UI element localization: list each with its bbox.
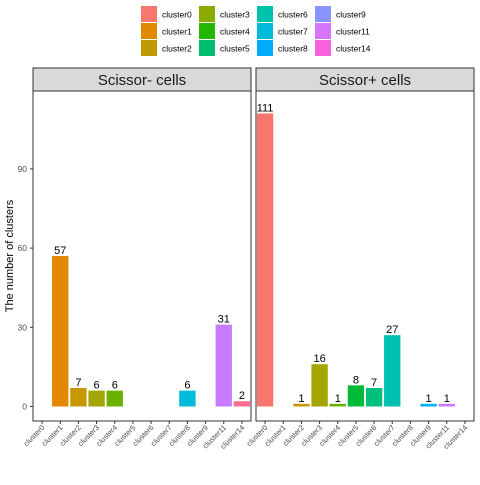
data-label-cluster14: 2	[239, 390, 245, 402]
panel-title-2: Scissor+ cells	[319, 72, 411, 89]
panel-border-1	[32, 90, 252, 422]
data-label-cluster7: 27	[386, 324, 398, 336]
legend-label-cluster3: cluster3	[220, 10, 250, 20]
data-label-cluster8: 6	[184, 380, 190, 392]
data-label-cluster3: 16	[313, 353, 325, 365]
legend-key-cluster5	[199, 40, 215, 56]
legend-label-cluster14: cluster14	[336, 44, 371, 54]
legend-key-cluster6	[257, 6, 273, 22]
y-tick-label: 0	[22, 401, 27, 411]
legend-key-cluster1	[141, 23, 157, 39]
legend-label-cluster0: cluster0	[162, 10, 192, 20]
y-tick-label: 90	[18, 164, 28, 174]
legend-label-cluster8: cluster8	[278, 44, 308, 54]
bar-cluster3	[311, 364, 328, 407]
bar-cluster1	[52, 256, 69, 407]
legend-label-cluster2: cluster2	[162, 44, 192, 54]
y-tick-label: 60	[18, 243, 28, 253]
legend-key-cluster9	[315, 6, 331, 22]
bar-cluster3	[88, 390, 105, 407]
legend-key-cluster4	[199, 23, 215, 39]
legend-label-cluster9: cluster9	[336, 10, 366, 20]
data-label-cluster3: 6	[94, 380, 100, 392]
bar-cluster2	[70, 388, 87, 407]
legend-label-cluster7: cluster7	[278, 27, 308, 37]
bar-cluster11	[215, 324, 232, 407]
legend-key-cluster8	[257, 40, 273, 56]
data-label-cluster0: 111	[257, 102, 274, 114]
bar-cluster8	[179, 390, 196, 407]
data-label-cluster11: 1	[444, 393, 450, 405]
data-label-cluster2: 1	[298, 393, 304, 405]
legend-key-cluster0	[141, 6, 157, 22]
bar-cluster9	[420, 403, 437, 407]
legend-label-cluster5: cluster5	[220, 44, 250, 54]
bar-cluster5	[347, 385, 365, 407]
legend-label-cluster4: cluster4	[220, 27, 250, 37]
bar-cluster4	[329, 403, 346, 407]
bar-cluster7	[384, 335, 401, 407]
data-label-cluster9: 1	[426, 393, 432, 405]
panel-title-1: Scissor- cells	[98, 72, 186, 89]
legend-key-cluster14	[315, 40, 331, 56]
y-tick-label: 30	[18, 322, 28, 332]
bar-cluster4	[106, 390, 123, 407]
panel-border-2	[255, 90, 475, 422]
data-label-cluster6: 7	[371, 377, 377, 389]
data-label-cluster4: 1	[335, 393, 341, 405]
data-label-cluster4: 6	[112, 380, 118, 392]
bar-cluster6	[365, 388, 383, 407]
legend-key-cluster3	[199, 6, 215, 22]
legend-key-cluster7	[257, 23, 273, 39]
data-label-cluster5: 8	[353, 374, 359, 386]
data-label-cluster11: 31	[218, 314, 230, 326]
bar-cluster0	[256, 113, 274, 407]
legend-key-cluster2	[141, 40, 157, 56]
legend-label-cluster11: cluster11	[336, 27, 370, 37]
bar-cluster2	[293, 403, 310, 407]
legend-key-cluster11	[315, 23, 331, 39]
data-label-cluster2: 7	[75, 377, 81, 389]
bar-cluster11	[438, 403, 455, 407]
bar-cluster14	[233, 401, 251, 407]
data-label-cluster1: 57	[54, 245, 66, 257]
legend-label-cluster1: cluster1	[162, 27, 192, 37]
legend-label-cluster6: cluster6	[278, 10, 308, 20]
y-axis-title: The number of clusters	[4, 199, 16, 312]
